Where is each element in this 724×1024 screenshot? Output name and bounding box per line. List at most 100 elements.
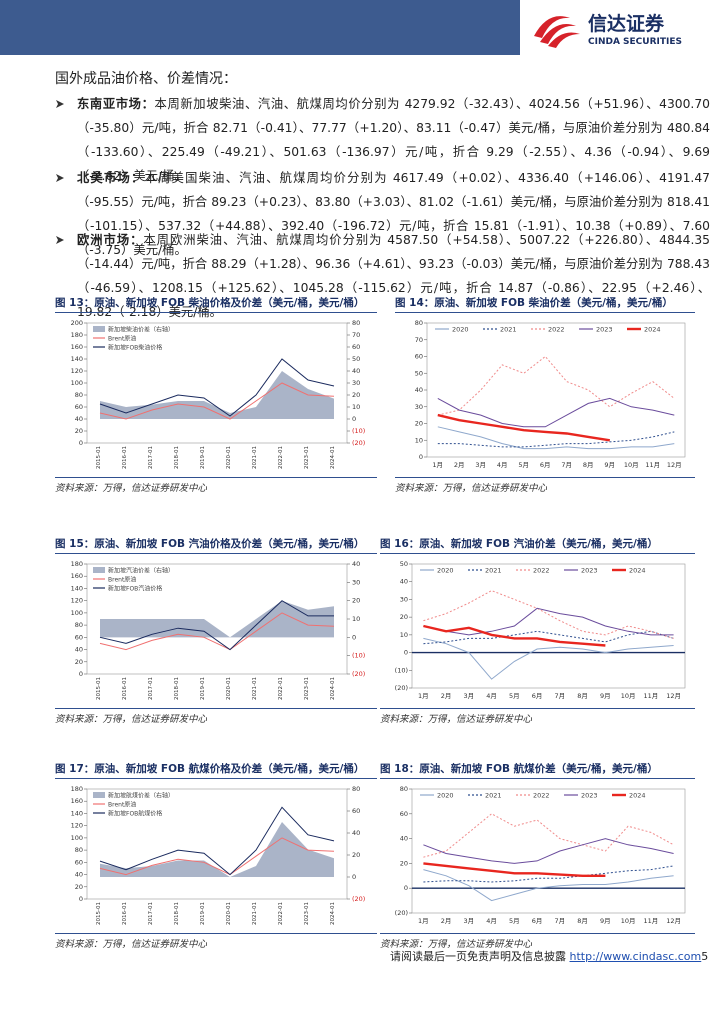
y-tick-label: 0: [79, 670, 83, 678]
y2-tick-label: 30: [352, 379, 360, 387]
y-tick-label: 40: [75, 871, 83, 879]
x-tick-label: 7月: [561, 461, 572, 469]
line: [423, 590, 674, 639]
y-tick-label: 20: [400, 859, 408, 867]
y-tick-label: 140: [71, 355, 83, 363]
legend-label: Brent原油: [108, 801, 136, 809]
figure: 图 16：原油、新加坡 FOB 汽油价差（美元/桶，美元/桶） (20) (10) 0…: [380, 536, 695, 725]
line: [423, 869, 674, 902]
y-tick-label: 30: [415, 403, 423, 411]
y2-tick-label: (20): [352, 670, 365, 678]
x-tick-label: 4月: [497, 461, 508, 469]
line: [423, 637, 674, 680]
legend-label: 2020: [437, 792, 454, 800]
x-tick-label: 1月: [432, 461, 443, 469]
x-tick-label: 2022-01: [278, 902, 284, 925]
area: [100, 371, 334, 419]
chart: (20) 0 20 40 60 80 1月 2月 3月 4月 5月 6月 7月 8月 9月 10月 11月 12月…: [395, 785, 686, 925]
paragraph-text: 本周美国柴油、汽油、航煤周均价分别为 4617.49（+0.02）、4336.4…: [77, 171, 710, 257]
y-tick-label: 50: [415, 369, 423, 377]
y2-tick-label: 30: [352, 578, 360, 586]
line: [437, 355, 675, 416]
x-tick-label: 8月: [583, 461, 594, 469]
x-tick-label: 2015-01: [96, 902, 102, 925]
y-tick-label: 140: [71, 584, 83, 592]
x-tick-label: 2018-01: [174, 902, 180, 925]
y-tick-label: 0: [419, 453, 423, 461]
y-tick-label: 80: [75, 391, 83, 399]
disclaimer: 请阅读最后一页免责声明及信息披露: [390, 950, 566, 963]
x-tick-label: 2023-01: [304, 902, 310, 925]
y-tick-label: 10: [400, 631, 408, 639]
chart: 0 20 40 60 80 100 120 140 160 180 (20) (10) 0 10 20 30 4…: [71, 560, 366, 700]
legend-swatch: [93, 792, 105, 798]
legend-label: 2021: [485, 792, 502, 800]
line: [423, 838, 674, 864]
line: [99, 382, 335, 420]
x-tick-label: 2月: [454, 461, 465, 469]
line: [99, 358, 335, 417]
legend-label: 2024: [644, 326, 661, 334]
y-tick-label: 120: [71, 822, 83, 830]
y-tick-label: 100: [71, 834, 83, 842]
y-tick-label: 20: [415, 420, 423, 428]
line: [99, 837, 335, 876]
paragraph-label: 东南亚市场：: [77, 97, 155, 111]
x-tick-label: 1月: [418, 692, 429, 700]
y-tick-label: 80: [75, 621, 83, 629]
x-tick-label: 8月: [577, 692, 588, 700]
figure-title: 图 14：原油、新加坡 FOB 柴油价差（美元/桶，美元/桶）: [395, 295, 695, 313]
bullet: [56, 236, 64, 244]
y-tick-label: 120: [71, 597, 83, 605]
y-tick-label: 80: [75, 846, 83, 854]
figure-title: 图 17：原油、新加坡 FOB 航煤价格及价差（美元/桶，美元/桶）: [55, 761, 377, 779]
x-tick-label: 2023-01: [304, 446, 310, 469]
url[interactable]: http://www.cindasc.com: [569, 950, 702, 963]
line: [99, 600, 334, 651]
plot-frame: [86, 788, 348, 900]
x-tick-label: 2018-01: [174, 677, 180, 700]
y-tick-label: 140: [71, 809, 83, 817]
y-tick-label: 40: [400, 835, 408, 843]
line: [99, 612, 335, 651]
x-tick-label: 7月: [555, 917, 566, 925]
y2-tick-label: 0: [352, 633, 356, 641]
figure-title: 图 15：原油、新加坡 FOB 汽油价格及价差（美元/桶，美元/桶）: [55, 536, 377, 554]
y-tick-label: 0: [404, 649, 408, 657]
x-tick-label: 5月: [509, 692, 520, 700]
y-tick-label: 60: [75, 633, 83, 641]
paragraph: 北美市场：本周美国柴油、汽油、航煤周均价分别为 4617.49（+0.02）、4…: [55, 166, 710, 262]
chart: 0 20 40 60 80 100 120 140 160 180 (20) 0 20 40 60 80 201…: [71, 785, 366, 925]
logo: 信达证券 CINDA SECURITIES: [530, 8, 710, 52]
y2-tick-label: 10: [352, 615, 360, 623]
paragraph-text: 本周欧洲柴油、汽油、航煤周均价分别为 4587.50（+54.58）、5007.…: [77, 233, 710, 319]
y-tick-label: 10: [415, 436, 423, 444]
x-tick-label: 2017-01: [148, 446, 154, 469]
paragraph-label: 北美市场：: [77, 171, 145, 185]
paragraph-label: 欧洲市场：: [77, 233, 144, 247]
x-tick-label: 2020-01: [226, 902, 232, 925]
legend-label: 2020: [437, 567, 454, 575]
x-tick-label: 4月: [486, 917, 497, 925]
x-tick-label: 2021-01: [252, 677, 258, 700]
legend-label: 新加坡FOB汽油价格: [108, 585, 162, 593]
plot-frame: [411, 563, 686, 689]
x-tick-label: 2月: [441, 917, 452, 925]
x-tick-label: 6月: [540, 461, 551, 469]
line: [423, 630, 674, 645]
x-tick-label: 12月: [666, 692, 681, 700]
x-tick-label: 2024-01: [330, 677, 336, 700]
y-tick-label: 30: [400, 595, 408, 603]
y-tick-label: 0: [79, 895, 83, 903]
paragraph: 东南亚市场：本周新加坡柴油、汽油、航煤周均价分别为 4279.92（-32.43…: [55, 92, 710, 188]
line: [437, 413, 610, 442]
figure-source: 资料来源：万得，信达证券研发中心: [380, 708, 695, 725]
chart: 0 10 20 30 40 50 60 70 80 1月 2月 3月 4月 5月 6月 7月 8月 9月 10月 11…: [415, 319, 686, 469]
x-tick-label: 1月: [418, 917, 429, 925]
y-tick-label: 160: [71, 797, 83, 805]
y-tick-label: 40: [400, 578, 408, 586]
y-tick-label: (20): [395, 684, 408, 692]
line: [423, 865, 674, 883]
x-tick-label: 3月: [464, 917, 475, 925]
x-tick-label: 2020-01: [226, 446, 232, 469]
